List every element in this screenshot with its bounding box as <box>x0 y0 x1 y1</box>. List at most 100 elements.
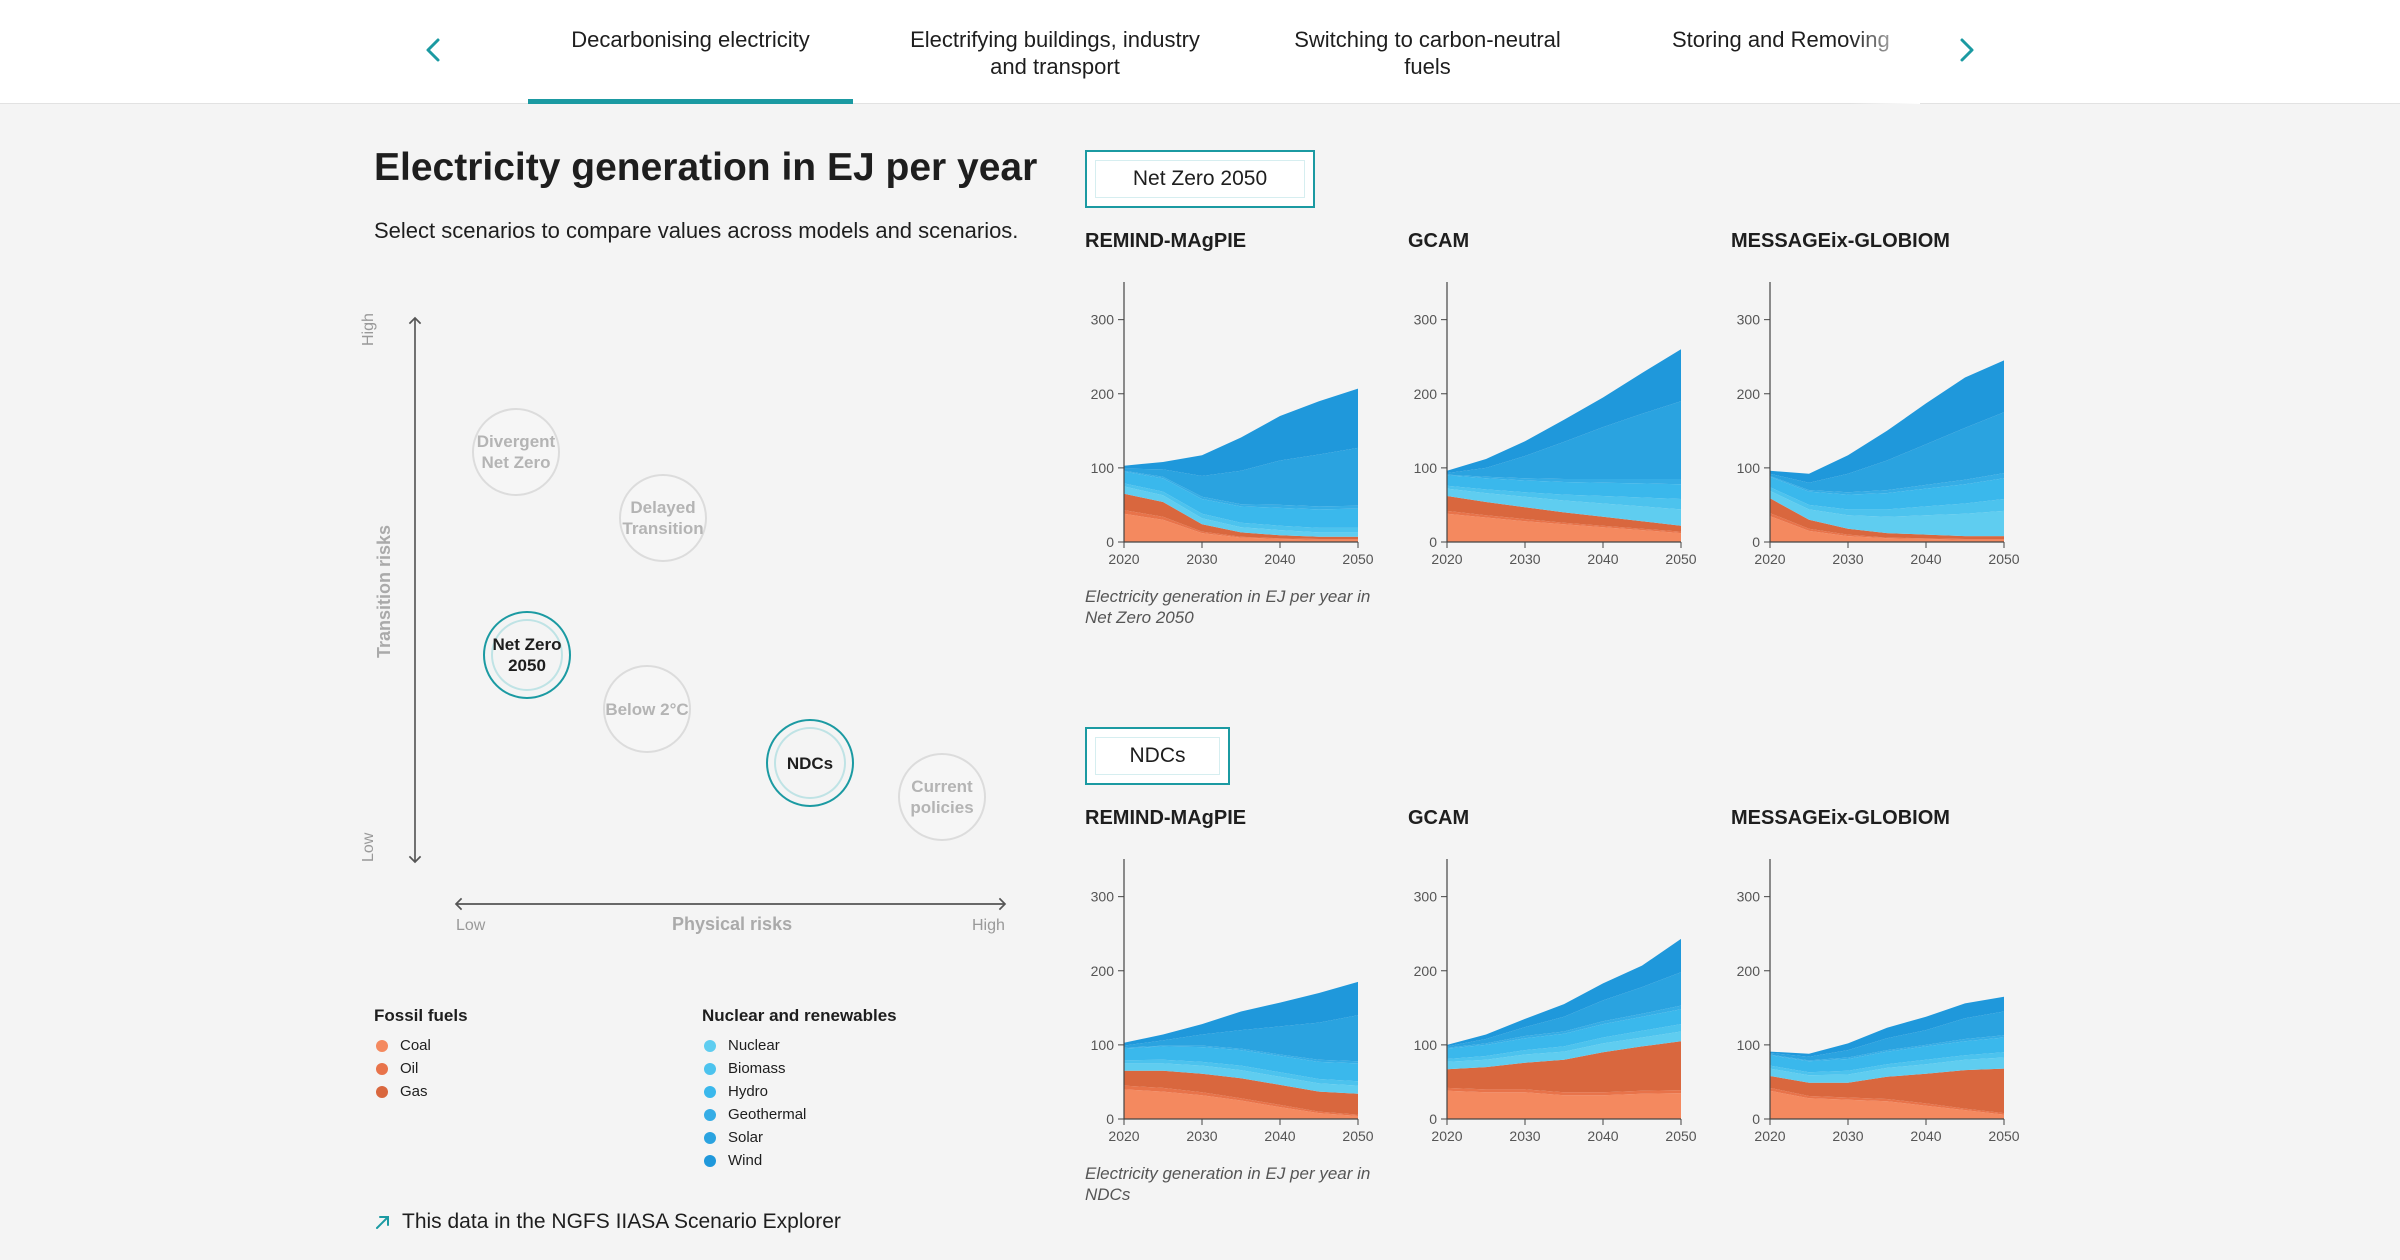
scenario-label-text: Net Zero 2050 <box>1132 167 1268 190</box>
legend-item-solar: Solar <box>702 1126 897 1149</box>
x-tick-label: 2040 <box>1910 551 1941 567</box>
area-gas <box>1770 1068 2004 1114</box>
y-tick-label: 0 <box>1429 1111 1437 1127</box>
legend-label: Gas <box>400 1083 428 1100</box>
area-hydro <box>1447 1009 1681 1059</box>
area-chart-ndcs-gcam: 0 100 200 300 2020 2030 2040 2050 <box>1414 859 1697 1144</box>
area-solar <box>1124 1015 1358 1062</box>
y-tick-label: 0 <box>1752 534 1760 550</box>
area-geothermal <box>1770 473 2004 495</box>
area-gas <box>1447 1041 1681 1093</box>
legend-item-gas: Gas <box>374 1080 468 1103</box>
x-tick-label: 2030 <box>1186 551 1217 567</box>
area-geothermal <box>1770 1035 2004 1062</box>
y-tick-label: 300 <box>1737 889 1761 905</box>
area-coal <box>1447 513 1681 542</box>
tab-label: Decarbonising electricity <box>571 27 810 52</box>
y-axis-title: Transition risks <box>374 524 394 658</box>
legend-item-oil: Oil <box>374 1057 468 1080</box>
area-chart-netzero-remind: 0 100 200 300 2020 2030 2040 2050 <box>1091 282 1374 567</box>
area-solar <box>1770 412 2004 493</box>
area-hydro <box>1770 476 2004 510</box>
area-chart-ndcs-message: 0 100 200 300 2020 2030 2040 2050 <box>1737 859 2020 1144</box>
x-tick-label: 2040 <box>1587 551 1618 567</box>
scenario-bubble-delayed-transition[interactable]: Delayed Transition <box>619 474 707 562</box>
scenario-explorer-link[interactable]: This data in the NGFS IIASA Scenario Exp… <box>374 1210 841 1234</box>
solar-dot-icon <box>704 1131 716 1144</box>
x-tick-label: 2020 <box>1754 1128 1785 1144</box>
area-wind <box>1770 996 2004 1057</box>
chart-caption-ndcs: Electricity generation in EJ per year in… <box>1085 1164 1371 1204</box>
x-tick-label: 2050 <box>1342 551 1373 567</box>
x-tick-label: 2030 <box>1509 1128 1540 1144</box>
area-hydro <box>1447 475 1681 499</box>
area-solar <box>1770 1011 2004 1061</box>
area-biomass <box>1770 1052 2004 1076</box>
scenario-bubble-net-zero-2050[interactable]: Net Zero 2050 <box>483 611 571 699</box>
model-title-gcam: GCAM <box>1408 230 1470 252</box>
y-tick-label: 100 <box>1737 1037 1761 1053</box>
scenario-bubble-below-2c[interactable]: Below 2°C <box>603 665 691 753</box>
area-biomass <box>1447 485 1681 510</box>
bubble-label: Current policies <box>910 777 974 817</box>
scenario-label-ndcs[interactable]: NDCs <box>1085 727 1230 785</box>
legend-label: Solar <box>728 1129 764 1146</box>
area-coal <box>1770 516 2004 542</box>
area-oil <box>1124 1085 1358 1116</box>
x-axis-title: Physical risks <box>672 914 793 934</box>
x-tick-label: 2050 <box>1665 551 1696 567</box>
scenario-bubble-current-policies[interactable]: Current policies <box>898 753 986 841</box>
nuclear-dot-icon <box>704 1039 716 1052</box>
y-tick-label: 200 <box>1737 386 1761 402</box>
area-solar <box>1447 401 1681 479</box>
area-hydro <box>1770 1037 2004 1073</box>
legend-label: Wind <box>728 1152 763 1169</box>
y-tick-label: 100 <box>1414 460 1438 476</box>
scenario-label-net-zero-2050[interactable]: Net Zero 2050 <box>1085 150 1315 208</box>
area-wind <box>1124 981 1358 1046</box>
area-biomass <box>1124 1059 1358 1086</box>
model-title-message: MESSAGEix-GLOBIOM <box>1731 807 1950 829</box>
x-axis-high-label: High <box>972 917 1005 934</box>
x-tick-label: 2050 <box>1342 1128 1373 1144</box>
page-subtitle: Select scenarios to compare values acros… <box>374 218 1019 243</box>
bubble-label: Net Zero 2050 <box>492 635 562 675</box>
geothermal-dot-icon <box>704 1108 716 1121</box>
chart-caption-net-zero: Electricity generation in EJ per year in… <box>1085 587 1371 627</box>
scenario-bubble-divergent-net-zero[interactable]: Divergent Net Zero <box>472 408 560 496</box>
legend-item-hydro: Hydro <box>702 1080 897 1103</box>
x-tick-label: 2050 <box>1988 1128 2019 1144</box>
model-title-gcam: GCAM <box>1408 807 1470 829</box>
area-nuclear <box>1124 1063 1358 1094</box>
legend-fossil-fuels: Fossil fuels Coal Oil Gas <box>374 1006 468 1103</box>
x-tick-label: 2040 <box>1264 551 1295 567</box>
area-geothermal <box>1447 474 1681 485</box>
area-oil <box>1770 513 2004 540</box>
x-tick-label: 2030 <box>1832 1128 1863 1144</box>
x-tick-label: 2050 <box>1988 551 2019 567</box>
area-geothermal <box>1124 470 1358 510</box>
scenario-bubble-ndcs[interactable]: NDCs <box>766 719 854 807</box>
tabs-next-button[interactable] <box>1944 28 1988 72</box>
tab-storing-removing[interactable]: Storing and Removing <box>1640 0 1920 104</box>
tab-carbon-neutral-fuels[interactable]: Switching to carbon-neutral fuels <box>1270 0 1585 104</box>
y-tick-label: 0 <box>1429 534 1437 550</box>
legend-label: Biomass <box>728 1060 786 1077</box>
tab-electrifying[interactable]: Electrifying buildings, industry and tra… <box>890 0 1220 104</box>
y-tick-label: 300 <box>1091 889 1115 905</box>
page-title: Electricity generation in EJ per year <box>374 146 1038 189</box>
legend-label: Geothermal <box>728 1106 807 1123</box>
legend-label: Oil <box>400 1060 419 1077</box>
x-tick-label: 2040 <box>1910 1128 1941 1144</box>
bubble-label: NDCs <box>786 753 834 773</box>
area-gas <box>1447 496 1681 532</box>
tab-decarbonising-electricity[interactable]: Decarbonising electricity <box>528 0 853 104</box>
area-coal <box>1447 1090 1681 1119</box>
tab-label: Switching to carbon-neutral fuels <box>1294 27 1561 79</box>
area-gas <box>1124 1070 1358 1115</box>
tabs-prev-button[interactable] <box>412 28 456 72</box>
x-tick-label: 2020 <box>1754 551 1785 567</box>
area-solar <box>1447 972 1681 1048</box>
area-hydro <box>1124 471 1358 528</box>
y-tick-label: 200 <box>1414 386 1438 402</box>
